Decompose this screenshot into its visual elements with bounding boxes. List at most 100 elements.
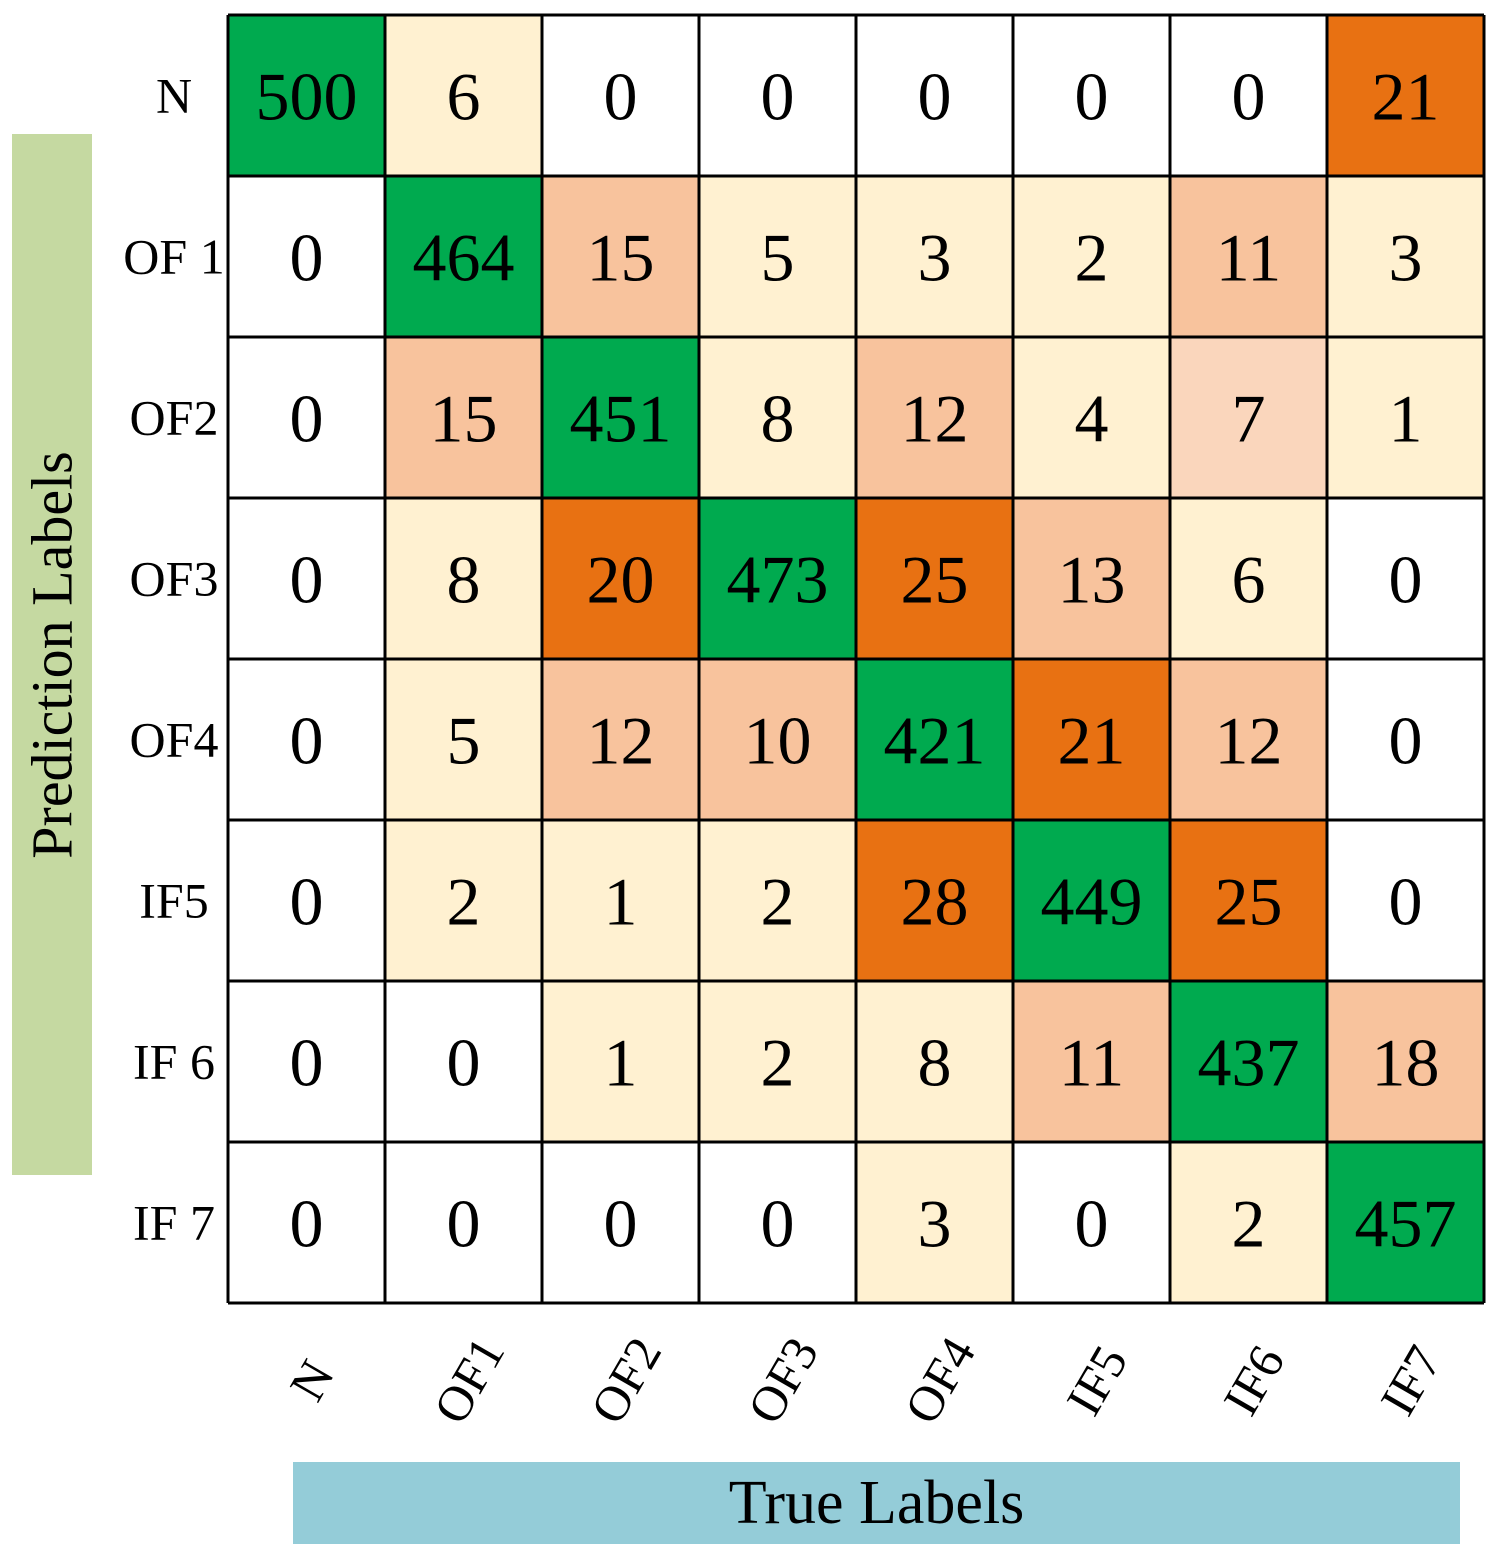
column-label: OF1: [422, 1328, 515, 1433]
matrix-cell: [1170, 498, 1327, 659]
row-label: N: [156, 68, 192, 124]
matrix-cell: [1327, 498, 1484, 659]
column-label: N: [278, 1351, 345, 1410]
matrix-cell: [1013, 15, 1170, 176]
cell-value: 421: [884, 703, 986, 779]
cell-value: 18: [1372, 1025, 1440, 1101]
matrix-cell: [228, 176, 385, 337]
matrix-cell: [1013, 176, 1170, 337]
matrix-cell: [228, 1142, 385, 1303]
column-label: OF2: [579, 1328, 672, 1433]
cell-value: 6: [447, 59, 481, 135]
matrix-cell: [699, 498, 856, 659]
matrix-cell: [542, 1142, 699, 1303]
matrix-cell: [1327, 1142, 1484, 1303]
matrix-cell: [542, 659, 699, 820]
matrix-cell: [1013, 820, 1170, 981]
cell-value: 0: [290, 381, 324, 457]
cell-value: 3: [918, 1186, 952, 1262]
matrix-cell: [542, 498, 699, 659]
cell-value: 2: [761, 1025, 795, 1101]
cell-value: 0: [1389, 703, 1423, 779]
column-label: IF7: [1369, 1336, 1452, 1424]
matrix-cell: [385, 981, 542, 1142]
matrix-cell: [228, 820, 385, 981]
confusion-matrix: 500 6 0 0 0 0 0 210 464 15 5 3 2 11 30 15 451 8 12 4 7 10 8 20 4…: [123, 13, 1486, 1433]
row-label: OF 1: [123, 229, 224, 285]
matrix-cell: [856, 15, 1013, 176]
cell-value: 0: [918, 59, 952, 135]
cell-value: 0: [1389, 864, 1423, 940]
matrix-cell: [1170, 1142, 1327, 1303]
cell-value: 25: [901, 542, 969, 618]
matrix-cell: [542, 337, 699, 498]
cell-value: 20: [587, 542, 655, 618]
matrix-cell: [1327, 981, 1484, 1142]
matrix-cell: [699, 176, 856, 337]
cell-value: 0: [604, 1186, 638, 1262]
cell-value: 10: [744, 703, 812, 779]
matrix-cell: [856, 820, 1013, 981]
cell-value: 8: [761, 381, 795, 457]
matrix-cell: [856, 659, 1013, 820]
row-label: IF 6: [133, 1034, 215, 1090]
cell-value: 0: [290, 1025, 324, 1101]
cell-value: 500: [256, 59, 358, 135]
matrix-cell: [1013, 1142, 1170, 1303]
cell-value: 15: [587, 220, 655, 296]
matrix-cell: [1170, 981, 1327, 1142]
column-label: OF4: [893, 1328, 986, 1433]
cell-value: 25: [1215, 864, 1283, 940]
matrix-cell: [385, 176, 542, 337]
matrix-cell: [699, 820, 856, 981]
matrix-cell: [385, 498, 542, 659]
row-label: IF 7: [133, 1195, 215, 1251]
cell-value: 473: [727, 542, 829, 618]
matrix-cell: [1013, 659, 1170, 820]
matrix-cell: [228, 15, 385, 176]
matrix-cell: [542, 15, 699, 176]
matrix-cell: [385, 1142, 542, 1303]
cell-value: 4: [1075, 381, 1109, 457]
cell-value: 13: [1058, 542, 1126, 618]
matrix-cell: [542, 820, 699, 981]
matrix-cell: [699, 659, 856, 820]
matrix-cell: [699, 15, 856, 176]
cell-value: 11: [1216, 220, 1281, 296]
y-axis-label-box: [12, 134, 92, 1175]
cell-value: 1: [604, 1025, 638, 1101]
cell-value: 449: [1041, 864, 1143, 940]
cell-value: 11: [1059, 1025, 1124, 1101]
matrix-cell: [542, 981, 699, 1142]
matrix-cell: [1013, 337, 1170, 498]
matrix-cell: [385, 337, 542, 498]
cell-value: 437: [1198, 1025, 1300, 1101]
cell-value: 7: [1232, 381, 1266, 457]
x-axis-label: True Labels: [728, 1468, 1025, 1537]
matrix-cell: [1013, 498, 1170, 659]
matrix-cell: [699, 981, 856, 1142]
column-label: OF3: [736, 1328, 829, 1433]
cell-value: 0: [290, 542, 324, 618]
cell-value: 21: [1372, 59, 1440, 135]
matrix-cell: [1327, 820, 1484, 981]
matrix-cell: [542, 176, 699, 337]
matrix-cell: [856, 337, 1013, 498]
cell-value: 2: [447, 864, 481, 940]
cell-value: 0: [290, 703, 324, 779]
matrix-cell: [699, 1142, 856, 1303]
matrix-cell: [1327, 659, 1484, 820]
matrix-cell: [856, 498, 1013, 659]
matrix-cell: [1327, 176, 1484, 337]
cell-value: 6: [1232, 542, 1266, 618]
matrix-cell: [385, 820, 542, 981]
matrix-cell: [1327, 15, 1484, 176]
cell-value: 0: [761, 59, 795, 135]
cell-value: 0: [1232, 59, 1266, 135]
cell-value: 12: [1215, 703, 1283, 779]
x-axis-label-box: True Labels: [293, 1462, 1460, 1544]
column-label: IF5: [1055, 1336, 1138, 1424]
cell-value: 2: [1232, 1186, 1266, 1262]
cell-value: 15: [430, 381, 498, 457]
matrix-cell: [228, 498, 385, 659]
